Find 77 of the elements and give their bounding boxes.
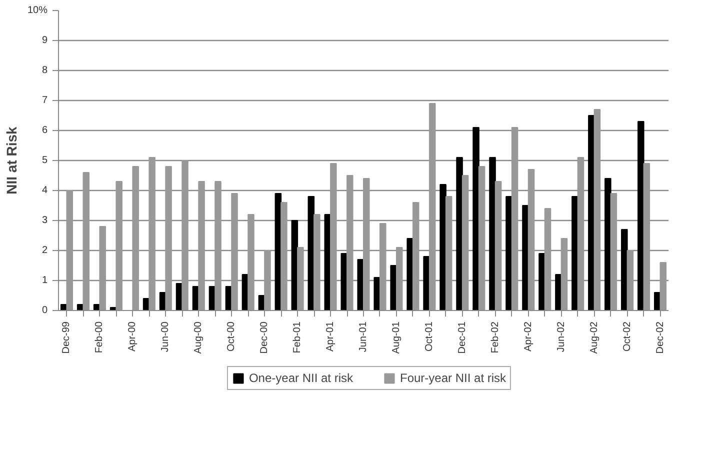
bar xyxy=(116,181,122,310)
x-tick-label: Aug-01 xyxy=(390,321,402,354)
y-tick-label: 9 xyxy=(42,35,48,46)
bar xyxy=(132,166,139,310)
y-tick-label: 4 xyxy=(42,185,48,196)
bar xyxy=(412,202,420,310)
bar xyxy=(472,127,480,310)
x-tick-label: Apr-02 xyxy=(522,321,534,352)
x-tick-label: Dec-02 xyxy=(654,321,666,354)
x-tick-label: Dec-00 xyxy=(259,321,270,354)
bar xyxy=(66,190,74,310)
bar xyxy=(594,109,601,310)
bar xyxy=(456,157,463,310)
bar xyxy=(396,247,403,310)
bar xyxy=(231,193,238,310)
x-tick-label: Dec-99 xyxy=(61,321,72,354)
legend-label: Four-year NII at risk xyxy=(400,371,506,385)
bar xyxy=(638,121,644,310)
x-tick-label: Feb-01 xyxy=(292,321,304,354)
x-tick-label: Oct-00 xyxy=(226,321,238,352)
x-tick-label: Feb-00 xyxy=(94,321,106,354)
bar xyxy=(214,181,222,310)
bar xyxy=(330,163,337,310)
bar xyxy=(643,163,650,310)
bar xyxy=(445,196,452,310)
bar xyxy=(478,166,486,310)
bar xyxy=(363,178,370,310)
y-tick-label: 2 xyxy=(42,245,48,256)
x-tick-label: Jun-00 xyxy=(160,321,172,352)
y-tick-label: 5 xyxy=(42,155,48,166)
bar xyxy=(99,226,106,310)
bar xyxy=(604,178,612,310)
y-tick-label: 6 xyxy=(42,125,48,136)
y-tick-label: 10% xyxy=(27,5,48,16)
bar xyxy=(82,172,90,310)
y-tick-label: 3 xyxy=(42,215,48,226)
bar xyxy=(528,169,535,310)
bar xyxy=(248,214,254,310)
bar xyxy=(346,175,354,310)
bar xyxy=(198,181,205,310)
bar xyxy=(148,157,156,310)
x-tick-label: Aug-02 xyxy=(588,321,600,354)
y-tick-label: 8 xyxy=(42,65,48,76)
bar xyxy=(577,157,584,310)
x-tick-label: Jun-02 xyxy=(556,321,567,352)
bar xyxy=(379,223,386,310)
bar xyxy=(660,262,667,310)
x-tick-label: Aug-00 xyxy=(193,321,204,354)
y-tick-label: 1 xyxy=(42,275,48,286)
bar xyxy=(610,193,618,310)
y-tick-label: 7 xyxy=(42,95,48,106)
bar xyxy=(511,127,518,310)
bar xyxy=(544,208,552,310)
x-tick-label: Oct-01 xyxy=(424,321,435,352)
bar xyxy=(626,250,634,310)
x-tick-label: Oct-02 xyxy=(622,321,633,352)
x-tick-label: Apr-00 xyxy=(127,321,138,352)
bar xyxy=(560,238,568,310)
bar xyxy=(489,157,496,310)
x-tick-label: Dec-01 xyxy=(456,321,468,354)
x-tick-label: Apr-01 xyxy=(325,321,336,352)
x-tick-label: Feb-02 xyxy=(490,321,501,354)
y-tick-label: 0 xyxy=(42,305,48,316)
legend-label: One-year NII at risk xyxy=(248,371,353,385)
bar xyxy=(264,250,271,310)
y-axis-title: NII at Risk xyxy=(3,126,20,194)
bar xyxy=(280,202,288,310)
x-tick-label: Jun-01 xyxy=(358,321,369,352)
bar xyxy=(494,181,502,310)
bar xyxy=(428,103,436,310)
bar xyxy=(297,247,304,310)
bar xyxy=(182,160,188,310)
bar xyxy=(440,184,446,310)
bar xyxy=(621,229,628,310)
bar xyxy=(165,166,172,310)
bar xyxy=(314,214,320,310)
bar xyxy=(462,175,469,310)
